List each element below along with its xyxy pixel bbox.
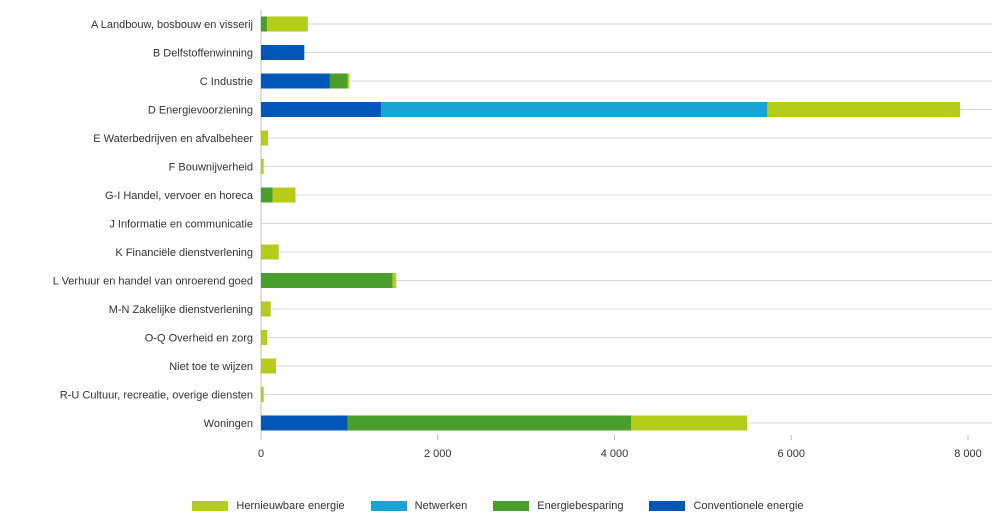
x-axis-ticks: 0 2 000 4 000 6 000 8 000 xyxy=(258,435,982,460)
legend: Hernieuwbare energie Netwerken Energiebe… xyxy=(0,500,996,512)
x-tick-label: 2 000 xyxy=(424,448,452,460)
bar-segment xyxy=(267,16,308,32)
category-label: O-Q Overheid en zorg xyxy=(145,333,253,345)
bar-segment xyxy=(347,415,632,431)
category-label: B Delfstoffenwinning xyxy=(153,48,253,60)
bar-segment xyxy=(261,130,269,146)
legend-item: Conventionele energie xyxy=(649,500,804,512)
bar-segment xyxy=(381,102,768,117)
legend-item: Netwerken xyxy=(370,500,468,512)
bar-segment xyxy=(261,415,348,431)
category-label: E Waterbedrijven en afvalbeheer xyxy=(93,133,253,145)
x-tick-label: 8 000 xyxy=(954,448,982,460)
bar-segment xyxy=(631,415,748,431)
category-label: G-I Handel, vervoer en horeca xyxy=(105,190,254,202)
category-label: K Financiële dienstverlening xyxy=(115,247,253,259)
legend-swatch xyxy=(192,501,229,511)
bar-segment xyxy=(261,159,264,174)
bars xyxy=(261,16,961,431)
bar-segment xyxy=(261,73,330,89)
legend-swatch xyxy=(493,501,530,511)
legend-item: Hernieuwbare energie xyxy=(192,500,345,512)
category-label: M-N Zakelijke dienstverlening xyxy=(109,304,253,316)
legend-label: Netwerken xyxy=(414,500,468,512)
category-labels: A Landbouw, bosbouw en visserij B Delfsto… xyxy=(53,19,254,430)
bar-segment xyxy=(767,102,961,117)
category-label: L Verhuur en handel van onroerend goed xyxy=(53,276,253,288)
bar-segment xyxy=(261,330,268,345)
legend-swatch xyxy=(649,501,686,511)
legend-label: Hernieuwbare energie xyxy=(236,500,345,512)
bar-segment xyxy=(261,387,264,402)
bar-segment xyxy=(261,102,382,117)
category-label: Niet toe te wijzen xyxy=(169,361,253,373)
legend-item: Energiebesparing xyxy=(493,500,623,512)
bar-segment xyxy=(392,273,397,288)
bar-segment xyxy=(261,187,273,203)
category-label: F Bouwnijverheid xyxy=(169,162,253,174)
bar-segment xyxy=(261,358,277,374)
x-tick-label: 0 xyxy=(258,448,264,460)
category-label: Woningen xyxy=(204,418,253,430)
bar-segment xyxy=(261,16,268,32)
legend-label: Conventionele energie xyxy=(693,500,804,512)
bar-segment xyxy=(272,187,296,203)
bar-segment xyxy=(261,45,305,60)
bar-chart: A Landbouw, bosbouw en visserij B Delfsto… xyxy=(53,10,992,460)
category-label: J Informatie en communicatie xyxy=(109,219,253,231)
grid-lines xyxy=(260,10,992,435)
legend-swatch xyxy=(370,501,407,511)
category-label: C Industrie xyxy=(200,76,253,88)
category-label: A Landbouw, bosbouw en visserij xyxy=(91,19,253,31)
bar-segment xyxy=(347,73,350,89)
bar-segment xyxy=(329,73,348,89)
legend-label: Energiebesparing xyxy=(537,500,624,512)
category-label: R-U Cultuur, recreatie, overige diensten xyxy=(60,390,253,402)
bar-segment xyxy=(261,273,393,288)
x-tick-label: 6 000 xyxy=(777,448,805,460)
category-label: D Energievoorziening xyxy=(148,105,253,117)
bar-segment xyxy=(261,244,279,260)
bar-segment xyxy=(261,301,271,317)
x-tick-label: 4 000 xyxy=(601,448,629,460)
